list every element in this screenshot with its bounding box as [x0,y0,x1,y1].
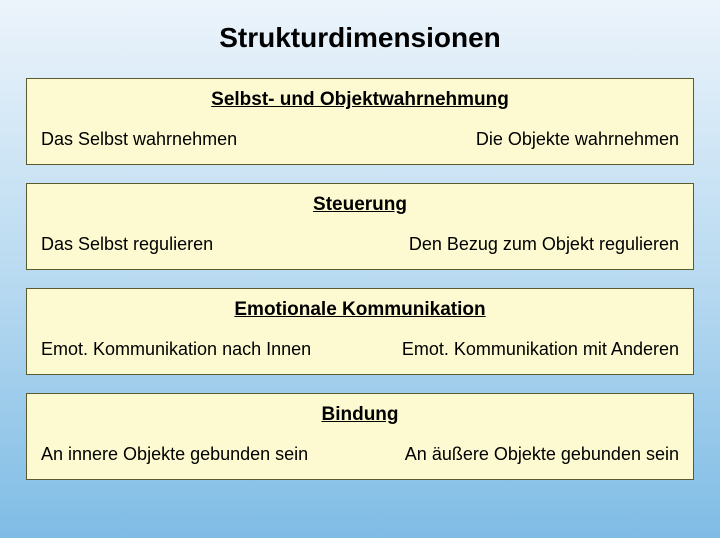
dimension-left: Das Selbst wahrnehmen [41,129,237,150]
dimension-header: Selbst- und Objektwahrnehmung [41,89,679,111]
dimension-box: Emotionale Kommunikation Emot. Kommunika… [26,288,694,375]
dimension-right: Die Objekte wahrnehmen [476,129,679,150]
dimension-row: Emot. Kommunikation nach Innen Emot. Kom… [41,339,679,360]
dimension-right: Emot. Kommunikation mit Anderen [402,339,679,360]
dimension-box: Selbst- und Objektwahrnehmung Das Selbst… [26,78,694,165]
dimension-row: An innere Objekte gebunden sein An äußer… [41,444,679,465]
dimension-left: Emot. Kommunikation nach Innen [41,339,311,360]
dimension-header: Bindung [41,404,679,426]
dimension-row: Das Selbst regulieren Den Bezug zum Obje… [41,234,679,255]
dimension-header: Steuerung [41,194,679,216]
dimension-header: Emotionale Kommunikation [41,299,679,321]
dimension-right: An äußere Objekte gebunden sein [405,444,679,465]
dimension-left: An innere Objekte gebunden sein [41,444,308,465]
dimension-left: Das Selbst regulieren [41,234,213,255]
page-title: Strukturdimensionen [0,0,720,78]
boxes-container: Selbst- und Objektwahrnehmung Das Selbst… [0,78,720,480]
dimension-right: Den Bezug zum Objekt regulieren [409,234,679,255]
dimension-row: Das Selbst wahrnehmen Die Objekte wahrne… [41,129,679,150]
dimension-box: Bindung An innere Objekte gebunden sein … [26,393,694,480]
dimension-box: Steuerung Das Selbst regulieren Den Bezu… [26,183,694,270]
